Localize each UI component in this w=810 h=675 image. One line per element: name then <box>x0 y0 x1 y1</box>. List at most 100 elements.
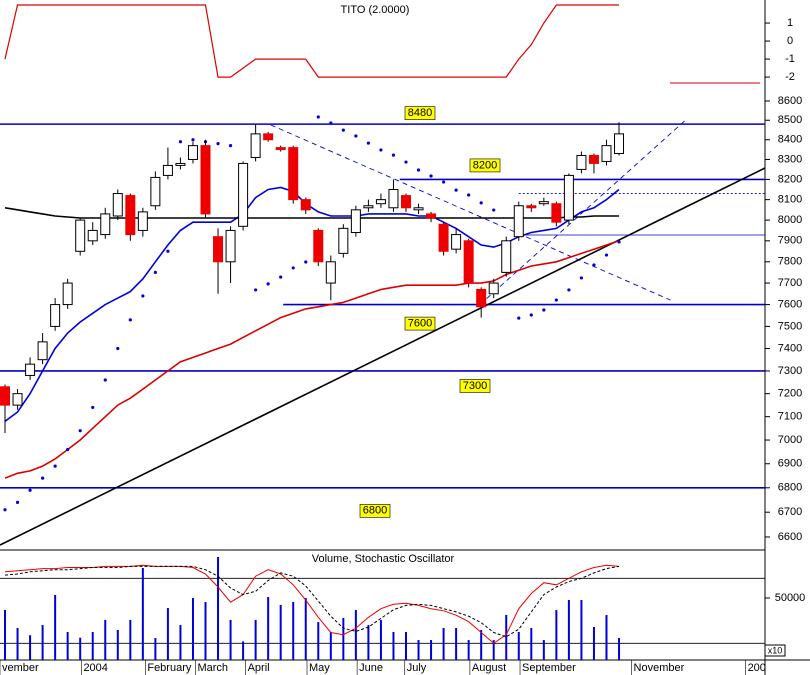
y-tick-label: 8100 <box>778 194 802 206</box>
volume-bar <box>505 614 508 660</box>
x-tick-label: August <box>472 662 506 674</box>
volume-bar <box>292 601 295 660</box>
candle-body <box>476 288 487 308</box>
volume-bar <box>79 637 82 660</box>
candle-body <box>463 240 474 284</box>
level-label: 6800 <box>363 505 387 517</box>
candle-body <box>501 240 512 273</box>
candle-body <box>100 213 111 236</box>
candle-body <box>488 282 499 295</box>
volume-bar <box>166 608 169 660</box>
y-tick-label: 7800 <box>778 256 802 268</box>
volume-bar <box>404 631 407 660</box>
volume-bar <box>618 638 621 660</box>
volume-bar <box>304 598 307 660</box>
sar-dot <box>254 288 258 292</box>
sar-dot <box>416 168 421 172</box>
sar-dot <box>53 464 57 468</box>
volume-bar <box>179 625 182 660</box>
candle-body <box>588 154 599 164</box>
sar-dot <box>391 153 396 157</box>
volume-bar <box>555 610 558 660</box>
volume-bar <box>442 628 445 660</box>
candle-body <box>325 261 336 284</box>
volume-bar <box>367 625 370 660</box>
y-tick-label: -1 <box>785 53 795 65</box>
sar-dot <box>517 316 521 320</box>
y-tick-label: 8000 <box>778 214 802 226</box>
y-tick-label: -2 <box>785 71 795 83</box>
volume-bar <box>29 635 32 660</box>
candle-body <box>125 195 136 236</box>
y-tick-label: 7000 <box>778 434 802 446</box>
y-tick-label: 8500 <box>778 114 802 126</box>
sar-dot <box>41 476 45 480</box>
level-label: 8200 <box>473 159 497 171</box>
volume-bar <box>242 641 245 660</box>
y-tick-label: 6600 <box>778 531 802 543</box>
volume-bar <box>530 628 533 660</box>
y-tick-label: 7100 <box>778 411 802 423</box>
sar-dot <box>404 160 408 164</box>
candle-body <box>413 207 424 211</box>
sar-dot <box>3 508 7 512</box>
volume-bar <box>580 599 583 660</box>
candle-body <box>150 176 161 207</box>
y-tick-label: 7300 <box>778 365 802 377</box>
candle-body <box>187 145 198 160</box>
candle-body <box>25 363 36 376</box>
volume-bar <box>279 604 282 660</box>
volume-bar <box>129 619 132 660</box>
candle-body <box>576 154 587 170</box>
candle-body <box>162 164 173 176</box>
candle-body <box>275 147 286 151</box>
sar-dot <box>191 138 195 142</box>
volume-bar <box>467 640 470 660</box>
stochastic-line <box>4 565 620 638</box>
x-tick-label: 200 <box>748 662 766 674</box>
level-label-box <box>459 379 491 393</box>
volume-bar <box>66 631 69 660</box>
sar-dot <box>128 318 132 322</box>
sar-dot <box>304 260 308 264</box>
sar-dot <box>66 447 70 452</box>
y-tick-label: 7200 <box>778 388 802 400</box>
sar-dot <box>166 249 170 253</box>
indicator-line <box>4 4 619 78</box>
y-tick-label: 7600 <box>778 298 802 310</box>
sar-dot <box>78 429 82 433</box>
sar-dot <box>153 270 157 274</box>
candle-body <box>338 227 349 254</box>
volume-bar <box>329 631 332 660</box>
level-label: 7600 <box>408 317 432 329</box>
x-tick-label: April <box>248 662 270 674</box>
sar-dot <box>554 298 558 302</box>
volume-bar <box>354 610 357 660</box>
x-tick-label: 2004 <box>83 662 107 674</box>
y-tick-label: 8200 <box>778 173 802 185</box>
candle-body <box>50 304 61 327</box>
level-label: 7300 <box>463 380 487 392</box>
sar-dot <box>592 263 596 267</box>
candle-body <box>551 203 562 223</box>
sar-dot <box>379 148 383 152</box>
y-tick-label: 7400 <box>778 342 802 354</box>
x-tick-label: July <box>407 662 427 674</box>
candle-body <box>75 219 86 252</box>
volume-bar <box>430 640 433 660</box>
volume-bar <box>267 597 270 660</box>
x-tick-label: February <box>147 662 192 674</box>
level-label-box <box>359 503 391 518</box>
sar-dot <box>28 488 32 492</box>
sar-dot <box>178 140 183 144</box>
sar-dot <box>354 134 358 138</box>
axis-note-box <box>764 644 786 657</box>
x-tick-label: May <box>309 662 330 674</box>
candle-body <box>451 234 462 250</box>
candle-body <box>213 236 224 263</box>
y-tick-label: 8600 <box>778 95 802 107</box>
level-label-box <box>404 106 436 120</box>
candle-body <box>313 229 324 263</box>
candle-body <box>112 193 123 217</box>
